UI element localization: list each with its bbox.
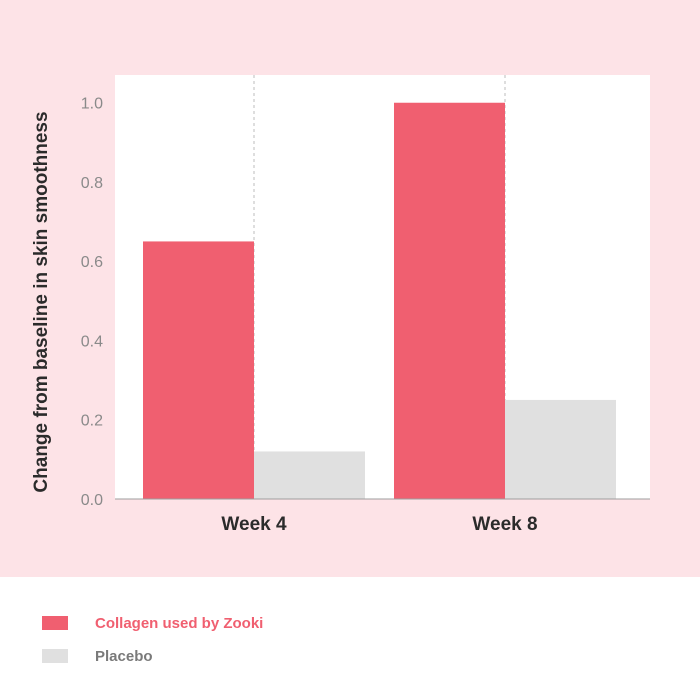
legend-swatch-placebo [42, 649, 68, 663]
y-tick-label: 0.4 [81, 333, 103, 350]
y-tick-label: 0.8 [81, 175, 103, 192]
legend: Collagen used by Zooki Placebo [0, 577, 700, 700]
y-tick-label: 0.2 [81, 413, 103, 430]
bar-placebo-week-8 [505, 399, 616, 499]
chart-panel: 0.0 0.2 0.4 0.6 0.8 1.0 Week 4 Week 8 Change f… [0, 0, 700, 577]
legend-label-placebo: Placebo [95, 647, 153, 665]
legend-item-collagen: Collagen used by Zooki [42, 613, 263, 633]
legend-item-placebo: Placebo [42, 646, 153, 666]
legend-swatch-collagen [42, 616, 68, 630]
legend-label-collagen: Collagen used by Zooki [95, 614, 264, 632]
bars [143, 102, 616, 500]
bar-collagen-week-4 [143, 241, 254, 499]
bar-collagen-week-8 [394, 102, 505, 500]
y-tick-label: 1.0 [81, 96, 103, 113]
y-tick-label: 0.0 [81, 492, 103, 509]
x-tick-labels: Week 4 Week 8 [221, 514, 537, 535]
bar-placebo-week-4 [254, 451, 365, 499]
y-tick-labels: 0.0 0.2 0.4 0.6 0.8 1.0 [81, 96, 103, 509]
y-axis-label: Change from baseline in skin smoothness [31, 111, 52, 492]
bar-chart: 0.0 0.2 0.4 0.6 0.8 1.0 Week 4 Week 8 Change f… [31, 75, 650, 535]
x-tick-label: Week 4 [221, 514, 287, 535]
x-tick-label: Week 8 [472, 514, 537, 535]
y-tick-label: 0.6 [81, 254, 103, 271]
